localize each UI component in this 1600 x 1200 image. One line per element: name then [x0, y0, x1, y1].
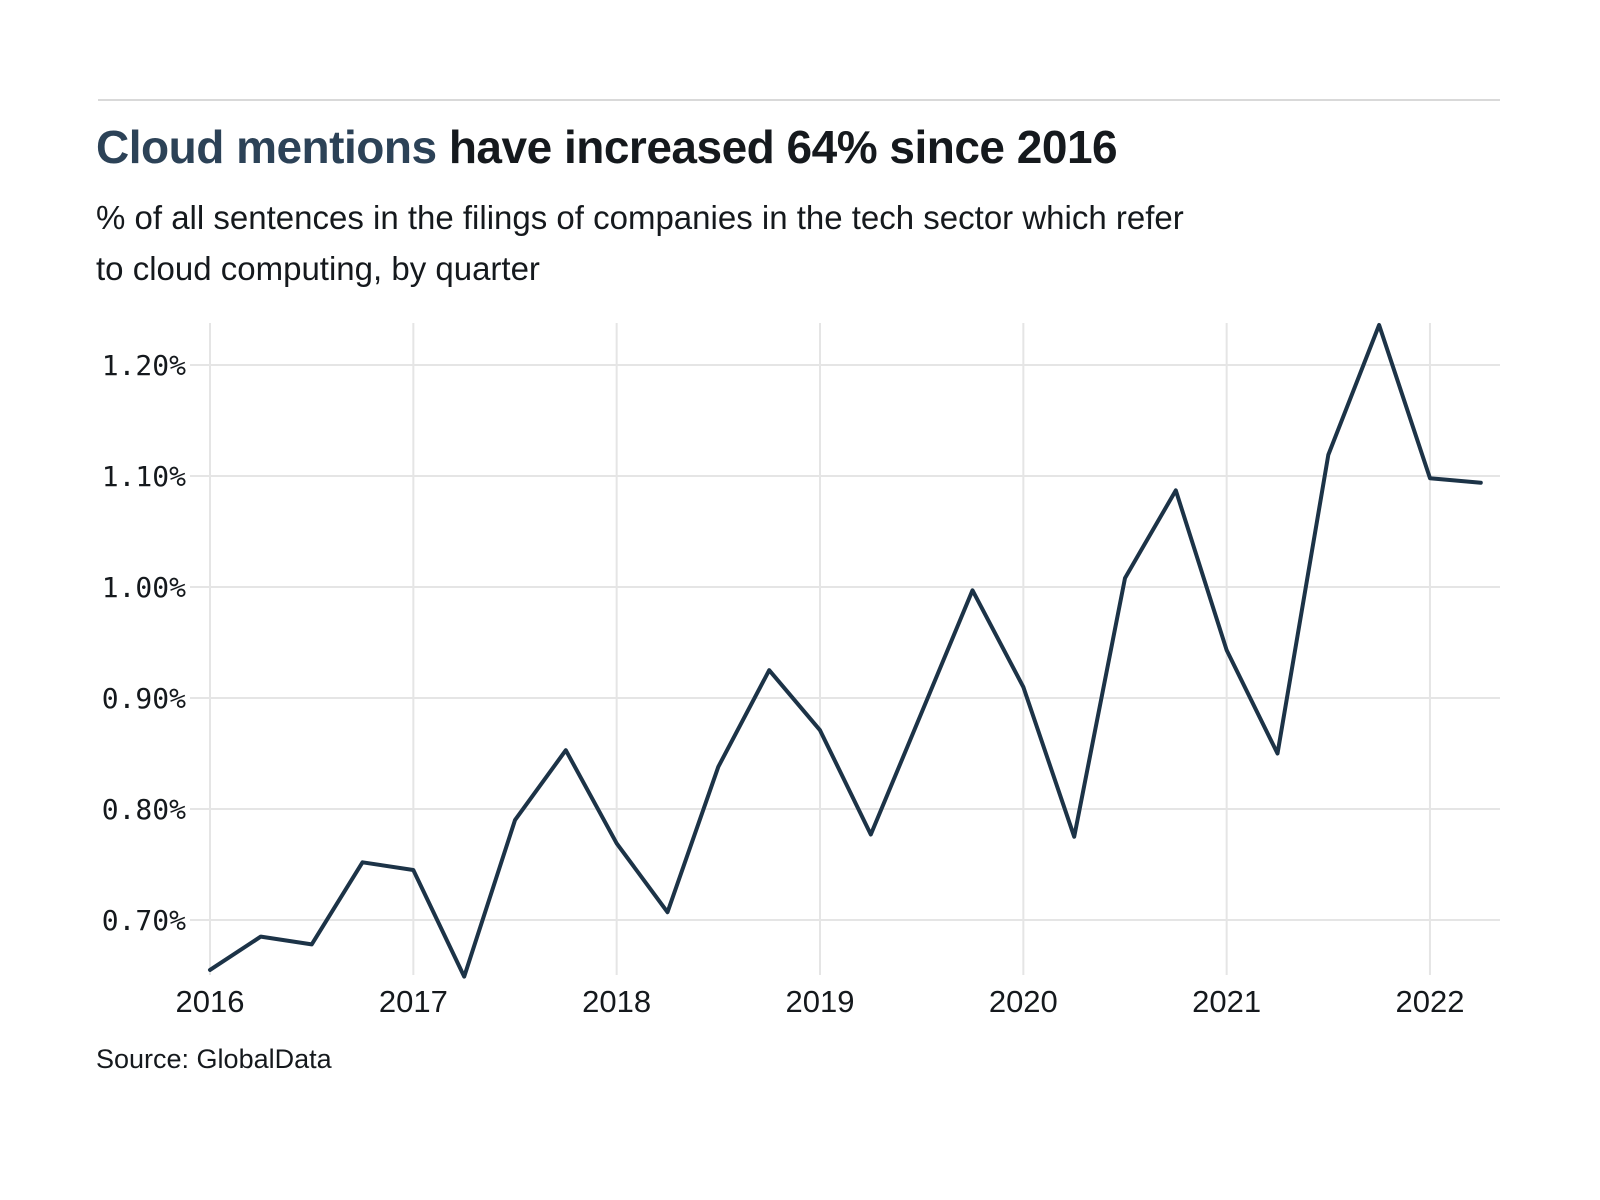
- y-axis-tick-label: 0.70%: [102, 904, 186, 937]
- y-axis-tick-labels: 0.70% 0.80% 0.90% 1.00% 1.10% 1.20%: [102, 349, 186, 937]
- source-text: Source: GlobalData: [96, 1044, 332, 1074]
- x-axis-tick-label: 2019: [786, 984, 855, 1019]
- x-axis-tick-label: 2018: [582, 984, 651, 1019]
- title-highlight: Cloud mentions: [96, 121, 437, 173]
- subtitle-line-2: to cloud computing, by quarter: [96, 250, 540, 287]
- y-axis-tick-label: 1.00%: [102, 571, 186, 604]
- y-axis-tick-label: 1.20%: [102, 349, 186, 382]
- vertical-gridlines: [209, 323, 1431, 975]
- y-axis-tick-label: 1.10%: [102, 460, 186, 493]
- x-axis-tick-label: 2016: [176, 984, 245, 1019]
- y-axis-tick-label: 0.90%: [102, 682, 186, 715]
- x-axis-tick-label: 2021: [1192, 984, 1261, 1019]
- data-line: [208, 323, 1483, 979]
- y-axis-tick-label: 0.80%: [102, 793, 186, 826]
- x-axis-tick-label: 2022: [1395, 984, 1464, 1019]
- x-axis-tick-label: 2020: [989, 984, 1058, 1019]
- x-axis-tick-labels: 2016 2017 2018 2019 2020 2021 2022: [176, 984, 1465, 1019]
- horizontal-gridlines: [190, 364, 1500, 921]
- page-title: Cloud mentions have increased 64% since …: [96, 118, 1118, 176]
- x-axis-tick-label: 2017: [379, 984, 448, 1019]
- chart-subtitle: % of all sentences in the filings of com…: [96, 192, 1184, 294]
- top-divider-rule: [98, 99, 1500, 101]
- subtitle-line-1: % of all sentences in the filings of com…: [96, 199, 1184, 236]
- title-rest: have increased 64% since 2016: [436, 121, 1118, 173]
